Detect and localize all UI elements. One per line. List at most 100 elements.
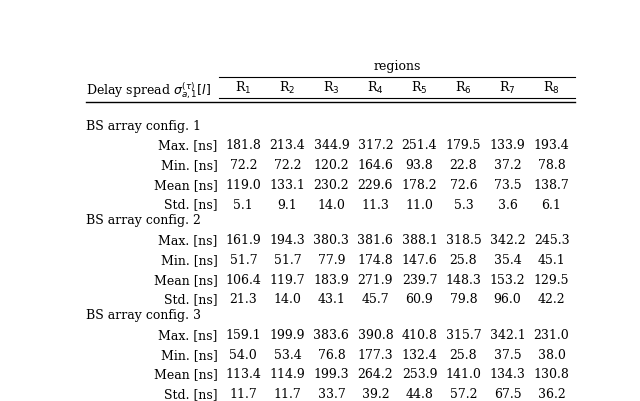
Text: R$_7$: R$_7$ (499, 80, 516, 96)
Text: 51.7: 51.7 (230, 254, 257, 267)
Text: 5.1: 5.1 (234, 198, 253, 212)
Text: 72.2: 72.2 (274, 159, 301, 172)
Text: Delay spread $\sigma_{a,1}^{(\tau)}[l]$: Delay spread $\sigma_{a,1}^{(\tau)}[l]$ (86, 80, 211, 101)
Text: R$_8$: R$_8$ (543, 80, 560, 96)
Text: 53.4: 53.4 (273, 349, 301, 362)
Text: 93.8: 93.8 (406, 159, 433, 172)
Text: 11.3: 11.3 (362, 198, 389, 212)
Text: 120.2: 120.2 (314, 159, 349, 172)
Text: 390.8: 390.8 (358, 329, 394, 342)
Text: 133.9: 133.9 (490, 139, 525, 152)
Text: 35.4: 35.4 (493, 254, 522, 267)
Text: 381.6: 381.6 (358, 234, 394, 247)
Text: 159.1: 159.1 (225, 329, 261, 342)
Text: 251.4: 251.4 (402, 139, 437, 152)
Text: 21.3: 21.3 (230, 294, 257, 306)
Text: 138.7: 138.7 (534, 179, 570, 192)
Text: 78.8: 78.8 (538, 159, 565, 172)
Text: 245.3: 245.3 (534, 234, 570, 247)
Text: 181.8: 181.8 (225, 139, 261, 152)
Text: 67.5: 67.5 (493, 388, 522, 401)
Text: 37.5: 37.5 (493, 349, 522, 362)
Text: 141.0: 141.0 (445, 369, 481, 381)
Text: 153.2: 153.2 (490, 273, 525, 287)
Text: 194.3: 194.3 (269, 234, 305, 247)
Text: R$_5$: R$_5$ (412, 80, 428, 96)
Text: 183.9: 183.9 (314, 273, 349, 287)
Text: Max. [ns]: Max. [ns] (158, 234, 218, 247)
Text: 6.1: 6.1 (541, 198, 561, 212)
Text: 271.9: 271.9 (358, 273, 393, 287)
Text: 380.3: 380.3 (314, 234, 349, 247)
Text: 179.5: 179.5 (445, 139, 481, 152)
Text: 54.0: 54.0 (230, 349, 257, 362)
Text: 11.7: 11.7 (273, 388, 301, 401)
Text: 317.2: 317.2 (358, 139, 393, 152)
Text: Std. [ns]: Std. [ns] (164, 294, 218, 306)
Text: R$_2$: R$_2$ (279, 80, 296, 96)
Text: 147.6: 147.6 (401, 254, 437, 267)
Text: Mean [ns]: Mean [ns] (154, 179, 218, 192)
Text: 33.7: 33.7 (317, 388, 346, 401)
Text: 79.8: 79.8 (450, 294, 477, 306)
Text: BS array config. 3: BS array config. 3 (86, 309, 201, 322)
Text: 231.0: 231.0 (534, 329, 570, 342)
Text: 342.2: 342.2 (490, 234, 525, 247)
Text: 264.2: 264.2 (358, 369, 393, 381)
Text: 106.4: 106.4 (225, 273, 261, 287)
Text: BS array config. 2: BS array config. 2 (86, 215, 201, 227)
Text: 57.2: 57.2 (450, 388, 477, 401)
Text: 113.4: 113.4 (225, 369, 261, 381)
Text: 253.9: 253.9 (402, 369, 437, 381)
Text: 130.8: 130.8 (534, 369, 570, 381)
Text: 36.2: 36.2 (538, 388, 565, 401)
Text: 161.9: 161.9 (225, 234, 261, 247)
Text: 60.9: 60.9 (406, 294, 433, 306)
Text: 344.9: 344.9 (314, 139, 349, 152)
Text: 37.2: 37.2 (493, 159, 522, 172)
Text: 410.8: 410.8 (401, 329, 437, 342)
Text: 72.6: 72.6 (450, 179, 477, 192)
Text: R$_3$: R$_3$ (323, 80, 340, 96)
Text: regions: regions (374, 61, 421, 73)
Text: 178.2: 178.2 (402, 179, 437, 192)
Text: BS array config. 1: BS array config. 1 (86, 119, 201, 132)
Text: 45.7: 45.7 (362, 294, 389, 306)
Text: 5.3: 5.3 (454, 198, 474, 212)
Text: 164.6: 164.6 (358, 159, 394, 172)
Text: 73.5: 73.5 (493, 179, 522, 192)
Text: 230.2: 230.2 (314, 179, 349, 192)
Text: 25.8: 25.8 (450, 349, 477, 362)
Text: Min. [ns]: Min. [ns] (161, 159, 218, 172)
Text: R$_4$: R$_4$ (367, 80, 384, 96)
Text: 318.5: 318.5 (445, 234, 481, 247)
Text: Min. [ns]: Min. [ns] (161, 254, 218, 267)
Text: 44.8: 44.8 (406, 388, 433, 401)
Text: 133.1: 133.1 (269, 179, 305, 192)
Text: 388.1: 388.1 (401, 234, 437, 247)
Text: 213.4: 213.4 (269, 139, 305, 152)
Text: 129.5: 129.5 (534, 273, 569, 287)
Text: 14.0: 14.0 (317, 198, 346, 212)
Text: 96.0: 96.0 (493, 294, 522, 306)
Text: Mean [ns]: Mean [ns] (154, 369, 218, 381)
Text: 76.8: 76.8 (317, 349, 346, 362)
Text: R$_6$: R$_6$ (455, 80, 472, 96)
Text: R$_1$: R$_1$ (236, 80, 252, 96)
Text: Min. [ns]: Min. [ns] (161, 349, 218, 362)
Text: 239.7: 239.7 (402, 273, 437, 287)
Text: 25.8: 25.8 (450, 254, 477, 267)
Text: 14.0: 14.0 (273, 294, 301, 306)
Text: 148.3: 148.3 (445, 273, 481, 287)
Text: 42.2: 42.2 (538, 294, 565, 306)
Text: 11.0: 11.0 (406, 198, 433, 212)
Text: 22.8: 22.8 (450, 159, 477, 172)
Text: 43.1: 43.1 (317, 294, 346, 306)
Text: 9.1: 9.1 (278, 198, 297, 212)
Text: 119.7: 119.7 (269, 273, 305, 287)
Text: Max. [ns]: Max. [ns] (158, 329, 218, 342)
Text: 72.2: 72.2 (230, 159, 257, 172)
Text: 39.2: 39.2 (362, 388, 389, 401)
Text: 229.6: 229.6 (358, 179, 393, 192)
Text: 342.1: 342.1 (490, 329, 525, 342)
